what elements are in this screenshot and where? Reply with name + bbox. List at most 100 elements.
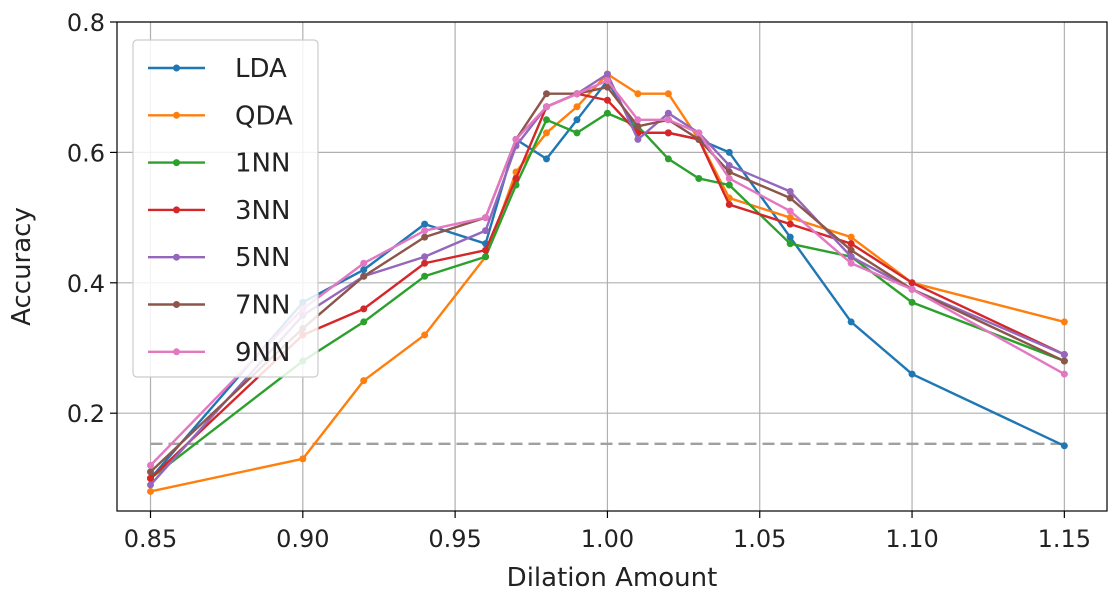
- data-point-3nn: [664, 129, 672, 137]
- legend-label-qda: QDA: [235, 101, 293, 131]
- data-point-5nn: [634, 135, 642, 143]
- data-point-3nn: [847, 240, 855, 248]
- data-point-1nn: [421, 272, 429, 280]
- data-point-lda: [725, 148, 733, 156]
- data-point-9nn: [543, 103, 551, 111]
- data-point-9nn: [512, 135, 520, 143]
- data-point-9nn: [147, 461, 155, 469]
- data-point-1nn: [360, 318, 368, 326]
- legend-label-9nn: 9NN: [235, 338, 290, 368]
- data-point-3nn: [512, 174, 520, 182]
- data-point-7nn: [634, 122, 642, 130]
- data-point-lda: [908, 370, 916, 378]
- y-tick-label: 0.2: [67, 400, 105, 428]
- data-point-1nn: [482, 253, 490, 261]
- data-point-9nn: [695, 129, 703, 137]
- y-tick-label: 0.8: [67, 9, 105, 37]
- data-point-3nn: [725, 201, 733, 209]
- legend-label-7nn: 7NN: [235, 291, 290, 321]
- data-point-3nn: [421, 259, 429, 267]
- legend-label-5nn: 5NN: [235, 243, 290, 273]
- data-point-3nn: [482, 246, 490, 254]
- data-point-9nn: [603, 77, 611, 85]
- data-point-qda: [147, 487, 155, 495]
- data-point-5nn: [603, 70, 611, 78]
- y-tick-label: 0.6: [67, 139, 105, 167]
- data-point-9nn: [421, 227, 429, 235]
- data-point-9nn: [1060, 370, 1068, 378]
- data-point-9nn: [786, 207, 794, 215]
- data-point-1nn: [695, 174, 703, 182]
- y-tick-label: 0.4: [67, 270, 105, 298]
- legend-marker-qda: [173, 111, 180, 119]
- data-point-7nn: [1060, 357, 1068, 365]
- data-point-qda: [664, 90, 672, 98]
- data-point-5nn: [482, 227, 490, 235]
- x-tick-label: 1.00: [581, 525, 634, 553]
- data-point-qda: [299, 455, 307, 463]
- legend-marker-lda: [173, 64, 180, 72]
- legend-marker-7nn: [173, 301, 180, 308]
- data-point-1nn: [725, 181, 733, 189]
- data-point-9nn: [725, 174, 733, 182]
- data-point-qda: [1060, 318, 1068, 326]
- data-point-1nn: [543, 116, 551, 124]
- data-point-lda: [1060, 442, 1068, 450]
- data-point-9nn: [664, 116, 672, 124]
- data-point-7nn: [603, 83, 611, 91]
- plot-frame: [116, 21, 1108, 512]
- legend-marker-1nn: [173, 159, 180, 167]
- data-point-5nn: [1060, 351, 1068, 359]
- data-point-3nn: [147, 474, 155, 482]
- legend-label-1nn: 1NN: [235, 149, 290, 179]
- data-point-5nn: [147, 481, 155, 489]
- data-point-qda: [847, 233, 855, 241]
- data-point-lda: [543, 155, 551, 163]
- data-point-qda: [573, 103, 581, 111]
- legend-item-3nn: 3NN: [148, 196, 290, 226]
- data-point-qda: [634, 90, 642, 98]
- legend-label-lda: LDA: [235, 54, 287, 84]
- x-tick-label: 1.15: [1038, 525, 1091, 553]
- x-tick-label: 0.90: [276, 525, 329, 553]
- data-point-5nn: [421, 253, 429, 261]
- data-point-1nn: [573, 129, 581, 137]
- data-point-1nn: [786, 240, 794, 248]
- data-point-3nn: [786, 220, 794, 228]
- data-point-1nn: [664, 155, 672, 163]
- data-point-lda: [360, 266, 368, 274]
- data-point-5nn: [725, 161, 733, 169]
- x-tick-label: 0.85: [124, 525, 177, 553]
- data-point-5nn: [664, 109, 672, 117]
- data-point-7nn: [847, 246, 855, 254]
- data-point-3nn: [603, 96, 611, 104]
- legend: LDA QDA 1NN 3NN 5NN 7NN 9NN: [132, 39, 319, 378]
- series-group: [147, 70, 1068, 495]
- data-point-lda: [847, 318, 855, 326]
- legend-frame: [132, 39, 319, 378]
- data-point-qda: [786, 214, 794, 222]
- data-point-7nn: [543, 90, 551, 98]
- legend-item-9nn: 9NN: [148, 338, 290, 368]
- legend-item-5nn: 5NN: [148, 243, 290, 273]
- data-point-7nn: [421, 233, 429, 241]
- data-point-5nn: [786, 188, 794, 196]
- data-point-9nn: [847, 259, 855, 267]
- data-point-7nn: [786, 194, 794, 202]
- data-point-lda: [573, 116, 581, 124]
- y-axis-title: Accuracy: [7, 207, 37, 326]
- legend-item-7nn: 7NN: [148, 291, 290, 321]
- x-tick-label: 1.10: [885, 525, 938, 553]
- data-point-9nn: [908, 285, 916, 293]
- data-point-1nn: [603, 109, 611, 117]
- data-point-qda: [421, 331, 429, 339]
- x-axis-title: Dilation Amount: [507, 563, 718, 593]
- data-point-9nn: [482, 214, 490, 222]
- legend-item-1nn: 1NN: [148, 149, 290, 179]
- x-tick-label: 0.95: [428, 525, 481, 553]
- data-point-7nn: [147, 468, 155, 476]
- data-point-qda: [360, 377, 368, 385]
- x-tick-label: 1.05: [733, 525, 786, 553]
- data-point-lda: [786, 233, 794, 241]
